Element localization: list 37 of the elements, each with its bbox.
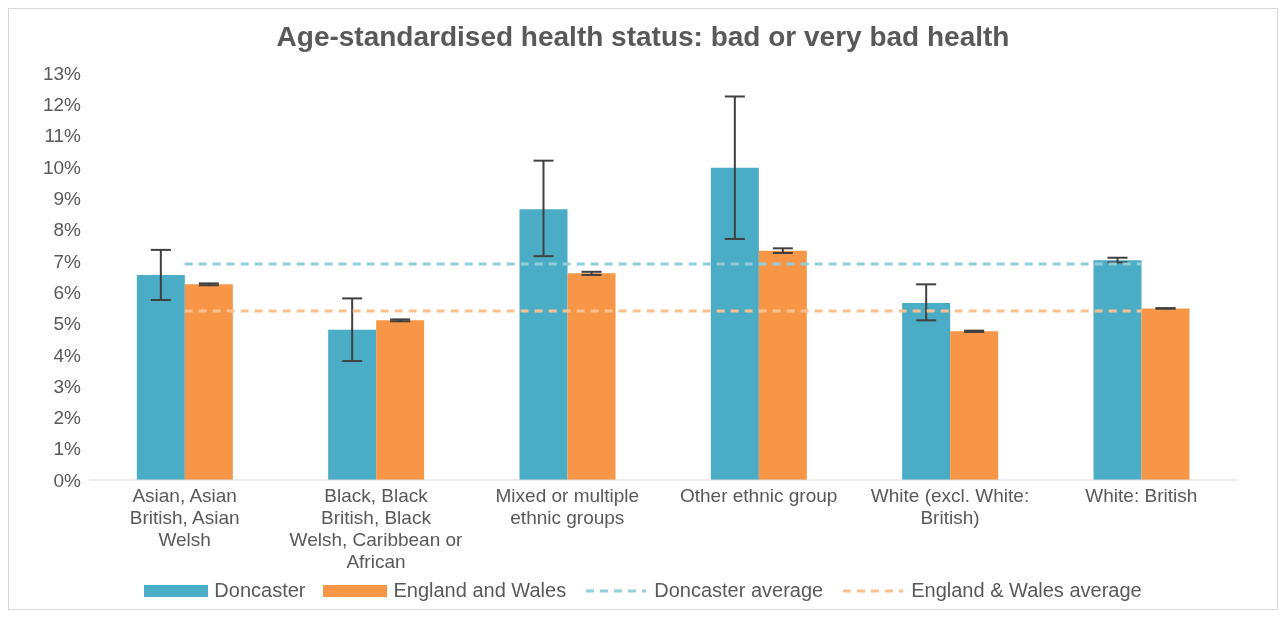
bar — [376, 320, 425, 480]
x-tick-label: Other ethnic group — [679, 485, 838, 506]
chart-title: Age-standardised health status: bad or very bad health — [276, 21, 1010, 52]
y-tick-label: 6% — [53, 281, 82, 303]
x-tick-label: Mixed or multiple ethnic groups — [495, 485, 640, 528]
y-tick-label: 5% — [53, 313, 82, 335]
y-tick-label: 3% — [53, 375, 82, 397]
legend-label: England and Wales — [393, 579, 567, 602]
bar — [710, 167, 759, 480]
legend-label: England & Wales average — [911, 579, 1142, 602]
y-tick-label: 7% — [53, 250, 82, 272]
bar — [758, 250, 807, 480]
x-tick-label: Asian, Asian British, Asian Welsh — [129, 485, 240, 550]
bar — [902, 303, 951, 480]
y-tick-label: 1% — [53, 438, 82, 460]
y-tick-label: 11% — [44, 125, 82, 147]
x-tick-label: White: British — [1085, 485, 1198, 506]
bar — [519, 209, 568, 480]
y-tick-label: 8% — [53, 219, 82, 241]
bar — [328, 329, 377, 480]
bar — [950, 331, 999, 480]
y-tick-label: 12% — [42, 94, 82, 116]
bar — [136, 274, 185, 480]
legend-label: Doncaster average — [654, 579, 824, 602]
x-tick-label: White (excl. White: British) — [870, 485, 1030, 528]
x-tick-label: Black, Black British, Black Welsh, Caribbean or African — [289, 485, 464, 572]
y-tick-label: 0% — [53, 469, 82, 491]
legend-label: Doncaster — [214, 579, 306, 602]
y-tick-label: 2% — [53, 407, 82, 429]
y-tick-label: 9% — [53, 187, 82, 209]
y-tick-label: 4% — [53, 344, 82, 366]
bar — [1141, 308, 1190, 480]
bar — [1093, 260, 1142, 480]
bar — [567, 273, 616, 480]
y-tick-label: 13% — [42, 62, 82, 84]
bar — [184, 284, 233, 480]
y-tick-label: 10% — [42, 156, 82, 178]
